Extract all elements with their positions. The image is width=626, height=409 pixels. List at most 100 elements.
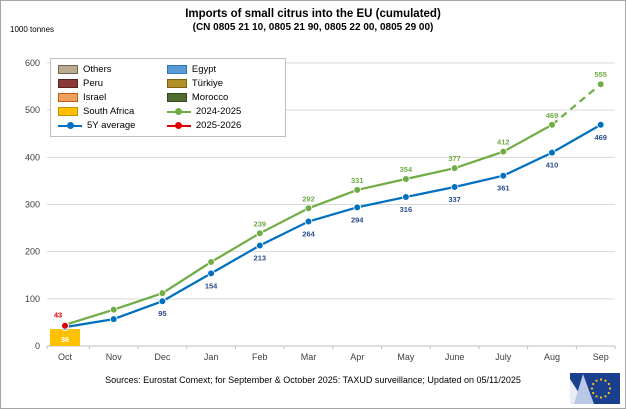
y-axis-tick-label: 400 xyxy=(25,152,40,162)
data-label-south-africa-oct: 36 xyxy=(61,335,69,344)
x-axis-label-mar: Mar xyxy=(301,352,317,362)
legend-item-others: Others xyxy=(58,64,161,75)
data-labels-2025-2026: 43 xyxy=(54,311,62,320)
data-point-2024-2025-jan xyxy=(207,258,215,266)
data-label-2025-2026-oct: 43 xyxy=(54,311,62,320)
data-point-5y-average-feb xyxy=(255,241,264,250)
legend-swatch-morocco xyxy=(166,93,187,102)
legend-label: Egypt xyxy=(191,64,217,75)
data-point-2024-2025-may xyxy=(402,175,410,183)
gridlines: 0 100 200 300 400 500 600 xyxy=(25,58,615,351)
legend-item-israel: Israel xyxy=(58,92,161,103)
flag-star xyxy=(592,391,595,395)
data-label-2024-2025-mar: 292 xyxy=(302,194,315,203)
data-label-2024-2025-may: 354 xyxy=(400,165,413,174)
data-label-2024-2025-july: 412 xyxy=(497,138,510,147)
legend-item-2024-2025: 2024-2025 xyxy=(166,106,278,117)
flag-star xyxy=(595,379,598,382)
x-axis-label-may: May xyxy=(397,352,415,362)
legend-label: Israel xyxy=(83,92,107,103)
legend: Others Egypt Peru Türkiye Israel Morocco South… xyxy=(50,58,286,137)
x-axis-label-apr: Apr xyxy=(350,352,364,362)
data-label-5y-average-june: 337 xyxy=(448,195,461,204)
flag-star xyxy=(607,382,610,386)
data-label-5y-average-apr: 294 xyxy=(351,215,364,224)
y-axis-tick-label: 200 xyxy=(25,247,40,257)
legend-item-morocco: Morocco xyxy=(166,92,278,103)
data-point-2025-2026-oct xyxy=(61,321,69,330)
data-point-5y-average-aug xyxy=(548,148,556,157)
data-point-5y-average-jan xyxy=(207,269,215,278)
x-axis-label-jan: Jan xyxy=(204,352,219,362)
flag-star xyxy=(604,379,607,382)
data-label-2024-2025-sep: 555 xyxy=(594,70,607,79)
legend-label: 2024-2025 xyxy=(195,106,242,117)
data-label-2024-2025-june: 377 xyxy=(448,154,461,163)
flag-star xyxy=(608,387,612,390)
data-labels-5y-average: 95 154 213 264 294 316 337 361 410 469 xyxy=(158,133,607,318)
page-title: Imports of small citrus into the EU (cum… xyxy=(185,8,441,20)
flag-star xyxy=(599,396,603,399)
data-point-5y-average-dec xyxy=(158,297,167,305)
x-axis-label-aug: Aug xyxy=(544,352,560,362)
x-axis-label-oct: Oct xyxy=(58,352,73,362)
data-label-5y-average-aug: 410 xyxy=(546,161,559,170)
data-label-5y-average-july: 361 xyxy=(497,184,510,193)
legend-item-south-africa: South Africa xyxy=(58,106,161,117)
data-point-5y-average-june xyxy=(450,183,459,191)
legend-item-2025-2026: 2025-2026 xyxy=(166,120,278,131)
legend-swatch-south-africa xyxy=(58,107,78,116)
series-2024-2025 xyxy=(61,80,605,329)
data-label-5y-average-jan: 154 xyxy=(205,281,218,290)
data-point-2024-2025-nov xyxy=(109,305,118,314)
sources-note: Sources: Eurostat Comext; for September … xyxy=(105,375,521,385)
x-axis-label-feb: Feb xyxy=(252,352,268,362)
legend-label: Others xyxy=(83,64,112,75)
data-point-5y-average-apr xyxy=(353,203,362,212)
data-label-5y-average-dec: 95 xyxy=(158,309,166,318)
y-axis-tick-label: 300 xyxy=(25,200,40,210)
flag-star xyxy=(607,391,610,395)
bar-south-africa-oct xyxy=(50,329,80,346)
data-point-2024-2025-july xyxy=(499,147,508,156)
y-axis-tick-label: 600 xyxy=(25,58,40,68)
data-label-5y-average-feb: 213 xyxy=(254,254,267,263)
data-label-5y-average-may: 316 xyxy=(400,205,413,214)
x-axis: Oct Nov Dec Jan Feb Mar Apr May June July Aug Sep xyxy=(46,345,616,362)
legend-label: Morocco xyxy=(191,92,229,103)
legend-line-sample-5y-average xyxy=(58,121,82,130)
legend-label: South Africa xyxy=(83,106,135,117)
legend-line-sample-2025-2026 xyxy=(166,121,191,130)
data-label-2024-2025-feb: 239 xyxy=(254,219,267,228)
series-south-africa xyxy=(50,329,80,346)
legend-swatch-t-rkiye xyxy=(166,79,187,88)
flag-star xyxy=(604,395,607,398)
flag-stars xyxy=(590,378,612,399)
legend-label: Peru xyxy=(83,78,104,89)
legend-item-egypt: Egypt xyxy=(166,64,278,75)
eu-flag-logo xyxy=(570,373,620,404)
legend-swatch-peru xyxy=(58,79,78,88)
data-point-5y-average-july xyxy=(499,171,508,180)
chart-subtitle: (CN 0805 21 10, 0805 21 90, 0805 22 00, … xyxy=(192,22,434,33)
flag-star xyxy=(592,382,595,386)
flag-star xyxy=(595,395,598,398)
legend-swatch-israel xyxy=(58,93,78,102)
legend-line-sample-2024-2025 xyxy=(166,107,191,116)
data-point-2024-2025-apr xyxy=(353,186,362,194)
data-point-2024-2025-aug xyxy=(548,120,556,129)
legend-label: 5Y average xyxy=(87,120,136,131)
y-axis-unit-label: 1000 tonnes xyxy=(10,25,55,34)
legend-label: Türkiye xyxy=(191,78,224,89)
legend-item-peru: Peru xyxy=(58,78,161,89)
y-axis-tick-label: 500 xyxy=(25,105,40,115)
data-point-2024-2025-mar xyxy=(304,204,313,213)
data-label-5y-average-mar: 264 xyxy=(302,229,315,238)
legend-label: 2025-2026 xyxy=(195,120,242,131)
data-point-5y-average-sep xyxy=(596,120,605,129)
x-axis-label-nov: Nov xyxy=(106,352,123,362)
flag-sail-shape xyxy=(574,374,594,404)
data-point-5y-average-may xyxy=(402,193,410,201)
